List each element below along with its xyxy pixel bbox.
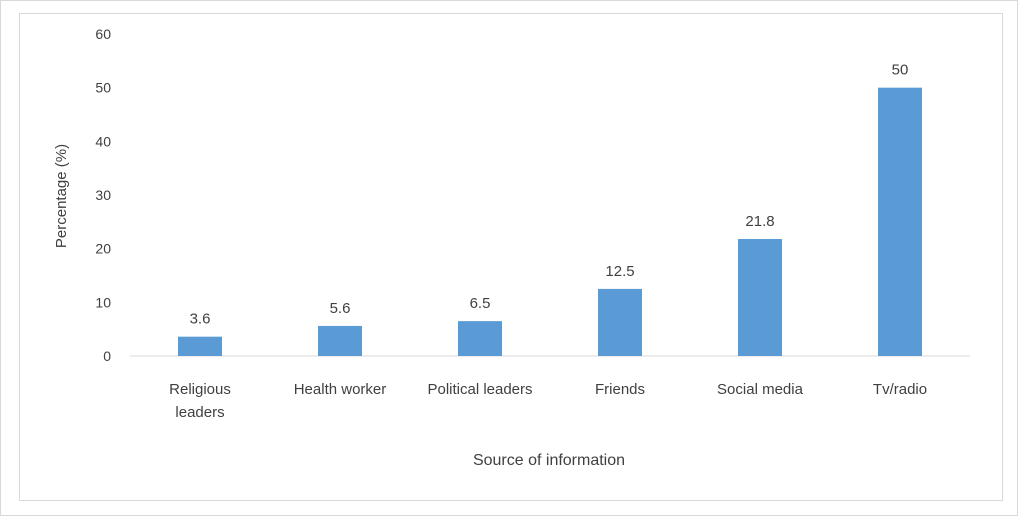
- x-tick-label: Religious: [169, 381, 231, 398]
- bar: [598, 288, 642, 356]
- bar: [878, 87, 922, 357]
- x-tick-label: Tv/radio: [873, 381, 927, 398]
- y-tick-label: 20: [95, 241, 111, 257]
- x-axis-tick-labels: Religious leaders Health worker Political l…: [169, 381, 927, 421]
- x-tick-label: Health worker: [294, 381, 387, 398]
- y-tick-label: 30: [95, 187, 111, 203]
- y-tick-label: 40: [95, 133, 111, 149]
- y-tick-label: 60: [95, 26, 111, 42]
- bar: [318, 325, 362, 356]
- value-label: 21.8: [745, 213, 774, 230]
- y-axis-title: Percentage (%): [53, 144, 70, 248]
- value-label: 12.5: [605, 263, 634, 280]
- chart-area-border: [19, 13, 1003, 501]
- x-tick-label: Political leaders: [427, 381, 532, 398]
- y-tick-label: 50: [95, 80, 111, 96]
- bar: [458, 321, 502, 356]
- bars: [178, 87, 922, 357]
- y-tick-label: 10: [95, 294, 111, 310]
- value-label: 5.6: [330, 300, 351, 317]
- value-label: 50: [892, 62, 909, 79]
- value-labels: 3.6 5.6 6.5 12.5 21.8 50: [190, 62, 909, 328]
- x-tick-label: leaders: [175, 404, 224, 421]
- bar: [738, 239, 782, 356]
- bar: [178, 336, 222, 356]
- value-label: 3.6: [190, 311, 211, 328]
- y-axis-tick-labels: 0 10 20 30 40 50 60: [95, 26, 111, 364]
- x-tick-label: Friends: [595, 381, 645, 398]
- value-label: 6.5: [470, 295, 491, 312]
- x-axis-title: Source of information: [473, 452, 625, 469]
- y-tick-label: 0: [103, 348, 111, 364]
- x-tick-label: Social media: [717, 381, 804, 398]
